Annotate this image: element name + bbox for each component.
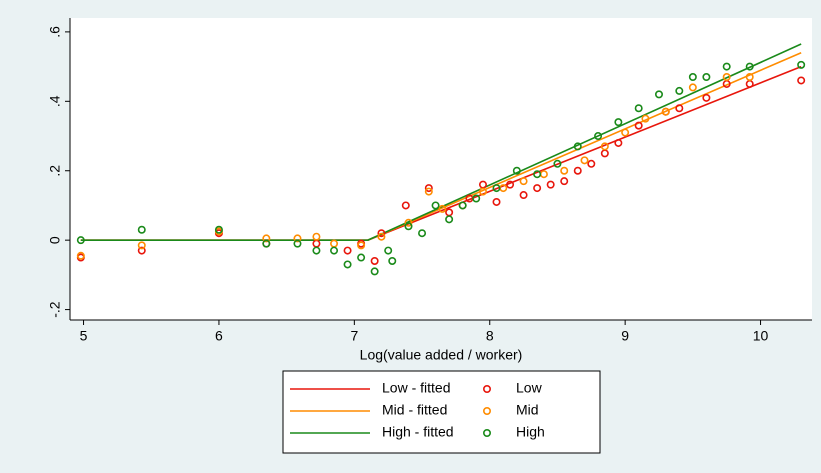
- marker: [675, 104, 684, 113]
- marker: [546, 180, 555, 189]
- legend-label: Mid: [516, 402, 539, 418]
- marker: [312, 246, 321, 255]
- marker: [404, 222, 413, 231]
- marker: [573, 166, 582, 175]
- marker: [377, 229, 386, 238]
- marker: [722, 62, 731, 71]
- marker: [137, 225, 146, 234]
- legend-swatch: [482, 384, 491, 393]
- marker: [702, 73, 711, 82]
- legend-label: High: [516, 424, 545, 440]
- marker: [600, 142, 609, 151]
- marker: [418, 229, 427, 238]
- y-tick-label: .6: [47, 26, 63, 38]
- legend-swatch: [482, 406, 491, 415]
- marker: [312, 232, 321, 241]
- marker: [634, 121, 643, 130]
- marker: [661, 107, 670, 116]
- marker: [506, 180, 515, 189]
- marker: [458, 201, 467, 210]
- x-tick-label: 10: [753, 328, 769, 344]
- marker: [621, 128, 630, 137]
- marker: [214, 225, 223, 234]
- marker: [401, 201, 410, 210]
- marker: [654, 90, 663, 99]
- marker: [438, 204, 447, 213]
- marker: [688, 73, 697, 82]
- marker: [343, 246, 352, 255]
- marker: [293, 234, 302, 243]
- legend-label: Mid - fitted: [382, 402, 447, 418]
- marker: [492, 197, 501, 206]
- marker: [343, 260, 352, 269]
- marker: [702, 93, 711, 102]
- marker: [76, 251, 85, 260]
- marker: [614, 138, 623, 147]
- marker: [797, 76, 806, 85]
- legend-label: High - fitted: [382, 424, 454, 440]
- marker: [404, 218, 413, 227]
- marker: [262, 234, 271, 243]
- marker: [384, 246, 393, 255]
- x-axis-label: Log(value added / worker): [360, 347, 523, 363]
- plot-area: [70, 18, 812, 320]
- marker: [357, 241, 366, 250]
- marker: [560, 166, 569, 175]
- marker: [445, 215, 454, 224]
- marker: [533, 170, 542, 179]
- marker: [370, 256, 379, 265]
- marker: [519, 191, 528, 200]
- x-tick-label: 7: [350, 328, 358, 344]
- marker: [573, 142, 582, 151]
- marker: [745, 73, 754, 82]
- marker: [634, 104, 643, 113]
- marker: [587, 159, 596, 168]
- marker: [377, 232, 386, 241]
- marker: [688, 83, 697, 92]
- legend-label: Low: [516, 380, 543, 396]
- marker: [137, 246, 146, 255]
- marker: [533, 184, 542, 193]
- marker: [388, 256, 397, 265]
- marker: [424, 184, 433, 193]
- marker: [370, 267, 379, 276]
- marker: [431, 201, 440, 210]
- legend-label: Low - fitted: [382, 380, 450, 396]
- marker: [675, 86, 684, 95]
- marker: [424, 187, 433, 196]
- y-tick-label: .4: [47, 95, 63, 107]
- x-tick-label: 8: [486, 328, 494, 344]
- y-tick-label: 0: [47, 236, 63, 244]
- fitted-line: [80, 43, 802, 241]
- marker: [262, 239, 271, 248]
- marker: [478, 187, 487, 196]
- marker: [797, 60, 806, 69]
- marker: [722, 73, 731, 82]
- marker: [512, 166, 521, 175]
- marker: [357, 253, 366, 262]
- marker: [137, 241, 146, 250]
- marker: [76, 236, 85, 245]
- x-tick-label: 9: [621, 328, 629, 344]
- marker: [330, 246, 339, 255]
- marker: [492, 184, 501, 193]
- marker: [472, 194, 481, 203]
- marker: [560, 177, 569, 186]
- marker: [594, 132, 603, 141]
- marker: [293, 239, 302, 248]
- y-tick-label: .2: [47, 165, 63, 177]
- legend-swatch: [482, 428, 491, 437]
- x-tick-label: 5: [80, 328, 88, 344]
- marker: [641, 114, 650, 123]
- y-tick-label: -.2: [47, 301, 63, 318]
- marker: [580, 156, 589, 165]
- marker: [745, 62, 754, 71]
- marker: [553, 159, 562, 168]
- marker: [519, 177, 528, 186]
- legend: [282, 370, 601, 454]
- x-tick-label: 6: [215, 328, 223, 344]
- marker: [614, 118, 623, 127]
